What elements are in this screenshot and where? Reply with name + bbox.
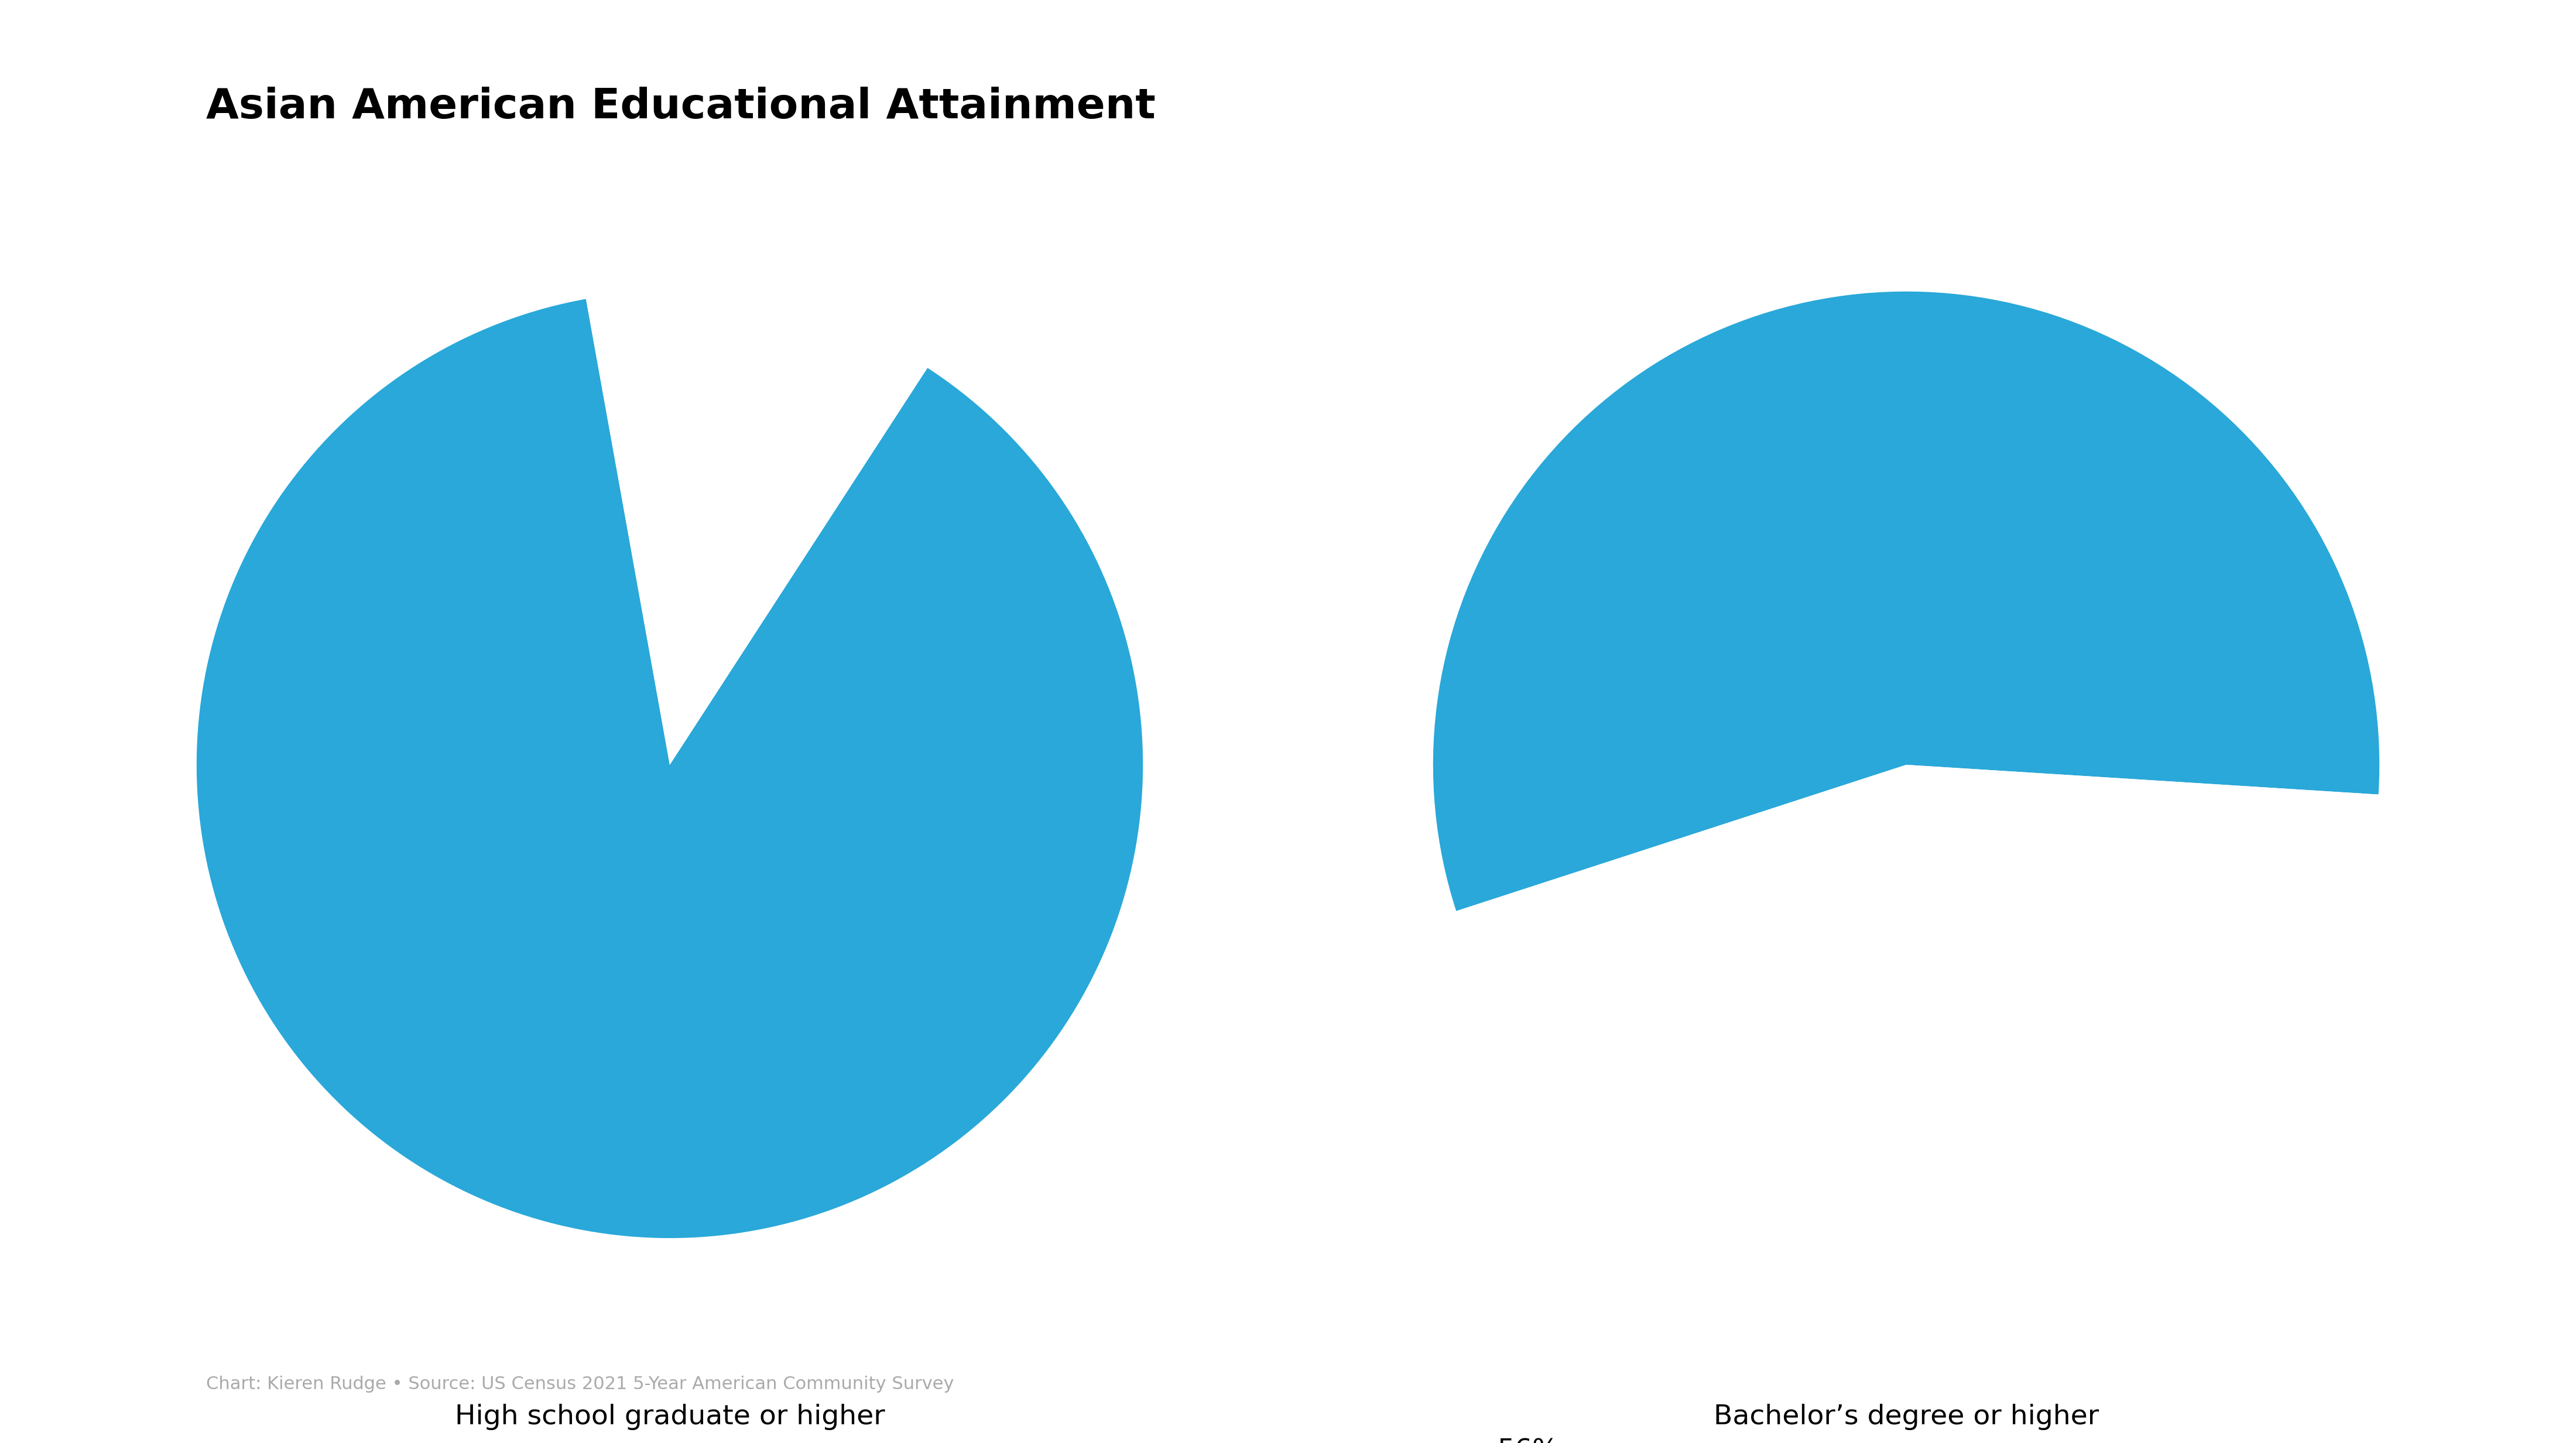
Text: Asian American Educational Attainment: Asian American Educational Attainment (206, 87, 1157, 127)
Text: Bachelor’s degree or higher: Bachelor’s degree or higher (1713, 1404, 2099, 1430)
Wedge shape (1455, 765, 2378, 1238)
Wedge shape (196, 299, 1144, 1238)
Text: 56%: 56% (1497, 1437, 1558, 1443)
Text: High school graduate or higher: High school graduate or higher (456, 1404, 884, 1430)
Wedge shape (1432, 291, 2380, 911)
Text: Chart: Kieren Rudge • Source: US Census 2021 5-Year American Community Survey: Chart: Kieren Rudge • Source: US Census … (206, 1375, 953, 1392)
Wedge shape (585, 291, 927, 765)
